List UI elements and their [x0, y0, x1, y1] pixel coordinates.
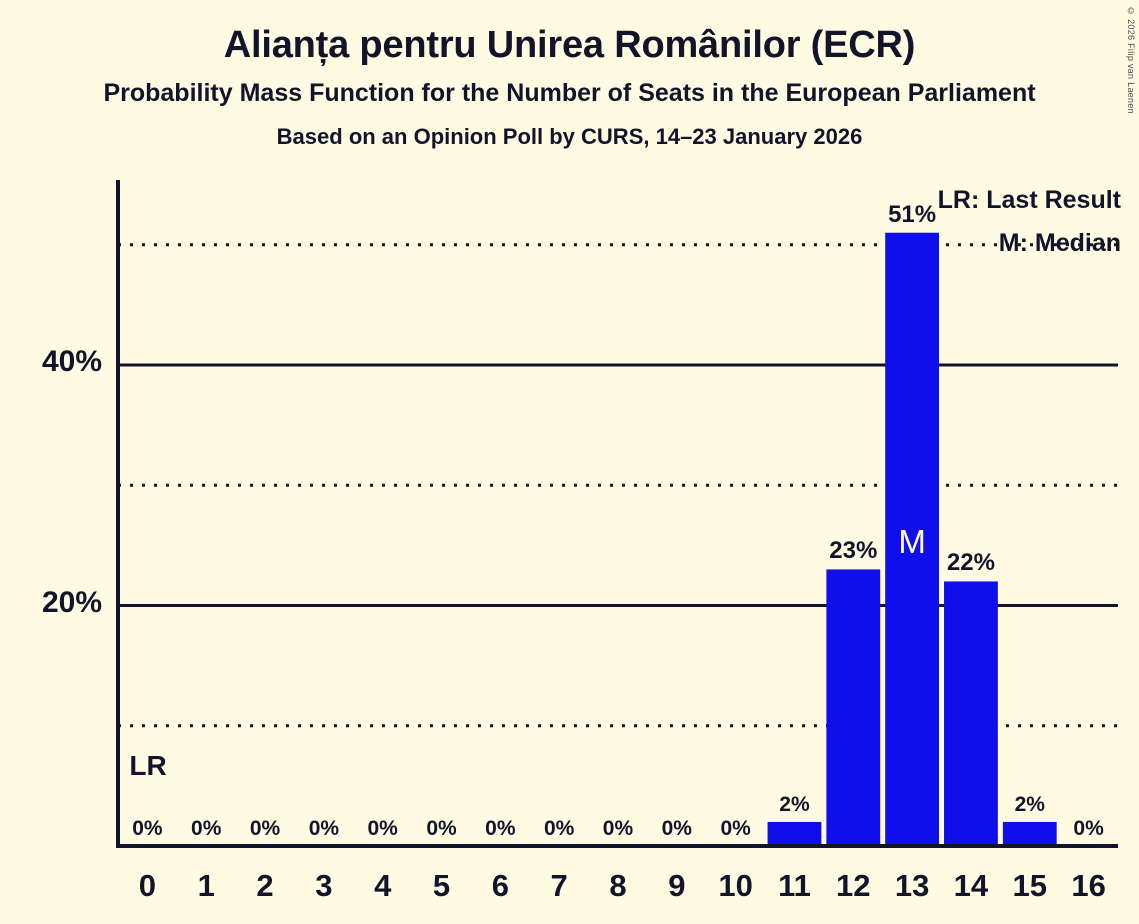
bar-value-label-6: 0%	[485, 817, 516, 840]
bar-value-label-5: 0%	[426, 817, 457, 840]
chart-title-block: Alianța pentru Unirea Românilor (ECR) Pr…	[0, 0, 1139, 148]
bar-value-label-14: 22%	[946, 549, 995, 577]
x-axis-tick-7: 7	[550, 868, 568, 903]
bar-value-label-4: 0%	[367, 817, 398, 840]
x-axis-tick-8: 8	[609, 868, 627, 903]
x-axis-tick-12: 12	[836, 868, 871, 903]
bar-seats-13	[885, 232, 940, 847]
bar-value-label-16: 0%	[1073, 817, 1104, 840]
x-axis-tick-4: 4	[374, 868, 392, 903]
bar-value-label-1: 0%	[191, 817, 222, 840]
chart-title: Alianța pentru Unirea Românilor (ECR)	[223, 24, 916, 66]
x-axis-tick-3: 3	[315, 868, 333, 903]
bar-seats-11	[767, 821, 822, 846]
bar-value-label-12: 23%	[829, 537, 878, 565]
last-result-marker: LR	[129, 750, 167, 781]
bars-group	[767, 232, 1057, 847]
bar-value-label-2: 0%	[249, 817, 281, 840]
axes-group	[116, 180, 1118, 848]
x-axis-tick-6: 6	[491, 868, 509, 903]
x-axis-tick-15: 15	[1012, 868, 1047, 903]
chart-subtitle: Probability Mass Function for the Number…	[103, 78, 1036, 107]
x-axis-tick-1: 1	[197, 868, 215, 903]
bar-seats-14	[944, 581, 998, 846]
y-axis-tick-20: 20%	[41, 585, 102, 619]
x-axis-tick-2: 2	[256, 868, 274, 903]
bar-value-label-15: 2%	[1014, 792, 1045, 816]
median-marker: M	[898, 522, 926, 560]
bar-value-label-11: 2%	[779, 792, 810, 816]
x-axis-tick-13: 13	[894, 868, 930, 903]
x-axis-tick-16: 16	[1071, 868, 1106, 903]
x-axis-tick-11: 11	[778, 868, 811, 903]
bar-value-label-8: 0%	[602, 817, 634, 840]
bar-value-label-7: 0%	[543, 817, 575, 840]
x-axis-tick-10: 10	[718, 868, 753, 903]
bar-value-label-10: 0%	[720, 817, 751, 840]
x-axis-tick-14: 14	[953, 868, 989, 903]
x-axis-tick-5: 5	[432, 868, 451, 903]
chart-source-note: Based on an Opinion Poll by CURS, 14–23 …	[276, 124, 863, 150]
x-axis-tick-9: 9	[668, 868, 686, 903]
copyright-notice: © 2026 Filip van Laenen	[1126, 6, 1136, 114]
y-axis-tick-40: 40%	[41, 345, 102, 378]
bar-value-label-3: 0%	[308, 817, 340, 840]
legend-last-result: LR: Last Result	[937, 186, 1121, 214]
bar-seats-15	[1002, 821, 1057, 846]
bar-value-label-9: 0%	[661, 817, 692, 840]
legend-median: M: Median	[998, 229, 1121, 257]
bar-value-label-13: 51%	[888, 200, 937, 228]
bar-seats-12	[826, 569, 881, 846]
bar-value-label-0: 0%	[132, 817, 163, 840]
x-axis-tick-0: 0	[138, 868, 157, 903]
